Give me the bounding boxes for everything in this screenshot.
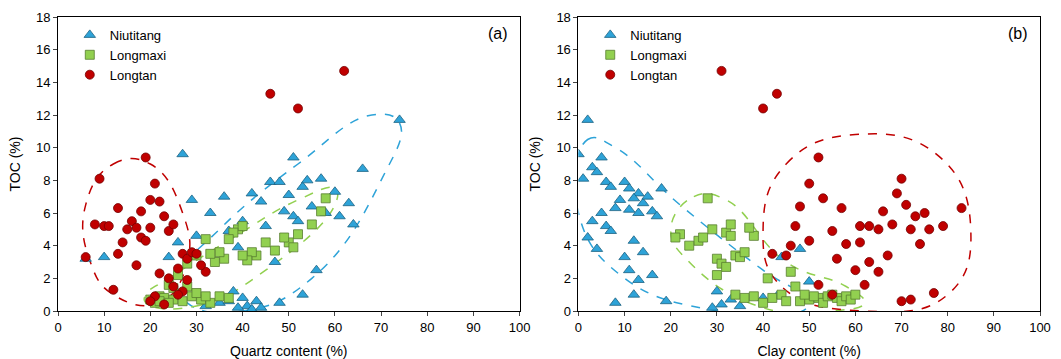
svg-text:18: 18 [556,10,570,25]
svg-text:6: 6 [564,206,571,221]
svg-text:(a): (a) [488,25,508,42]
svg-text:40: 40 [235,320,249,335]
svg-text:16: 16 [556,42,570,57]
svg-text:(b): (b) [1008,25,1028,42]
svg-text:30: 30 [189,320,203,335]
svg-text:10: 10 [97,320,111,335]
svg-text:60: 60 [848,320,862,335]
svg-text:10: 10 [36,140,50,155]
svg-text:90: 90 [466,320,480,335]
svg-text:50: 50 [282,320,296,335]
svg-text:60: 60 [328,320,342,335]
svg-text:0: 0 [54,320,61,335]
svg-text:18: 18 [36,10,50,25]
svg-text:10: 10 [556,140,570,155]
svg-text:70: 70 [894,320,908,335]
svg-text:8: 8 [43,173,50,188]
svg-text:14: 14 [36,75,50,90]
svg-text:Niutitang: Niutitang [630,28,681,43]
svg-text:Longmaxi: Longmaxi [630,48,686,63]
svg-text:4: 4 [564,238,571,253]
svg-text:40: 40 [756,320,770,335]
svg-text:0: 0 [564,304,571,319]
svg-text:TOC (%): TOC (%) [527,137,543,192]
svg-text:Quartz content (%): Quartz content (%) [230,343,348,359]
svg-text:2: 2 [43,271,50,286]
svg-text:Longtan: Longtan [110,68,157,83]
svg-text:2: 2 [564,271,571,286]
svg-text:0: 0 [43,304,50,319]
svg-text:10: 10 [617,320,631,335]
svg-text:14: 14 [556,75,570,90]
svg-text:20: 20 [664,320,678,335]
svg-text:4: 4 [43,238,50,253]
svg-text:50: 50 [802,320,816,335]
svg-text:100: 100 [1029,320,1051,335]
svg-text:20: 20 [143,320,157,335]
svg-text:100: 100 [509,320,531,335]
svg-text:Longtan: Longtan [630,68,677,83]
svg-text:8: 8 [564,173,571,188]
svg-text:70: 70 [374,320,388,335]
svg-text:Clay content (%): Clay content (%) [757,343,860,359]
svg-text:Longmaxi: Longmaxi [110,48,166,63]
svg-text:12: 12 [36,108,50,123]
svg-text:16: 16 [36,42,50,57]
svg-text:80: 80 [940,320,954,335]
svg-text:30: 30 [710,320,724,335]
svg-text:90: 90 [987,320,1001,335]
svg-text:0: 0 [575,320,582,335]
svg-text:80: 80 [420,320,434,335]
svg-text:TOC (%): TOC (%) [7,137,23,192]
svg-text:6: 6 [43,206,50,221]
svg-text:Niutitang: Niutitang [110,28,161,43]
svg-text:12: 12 [556,108,570,123]
